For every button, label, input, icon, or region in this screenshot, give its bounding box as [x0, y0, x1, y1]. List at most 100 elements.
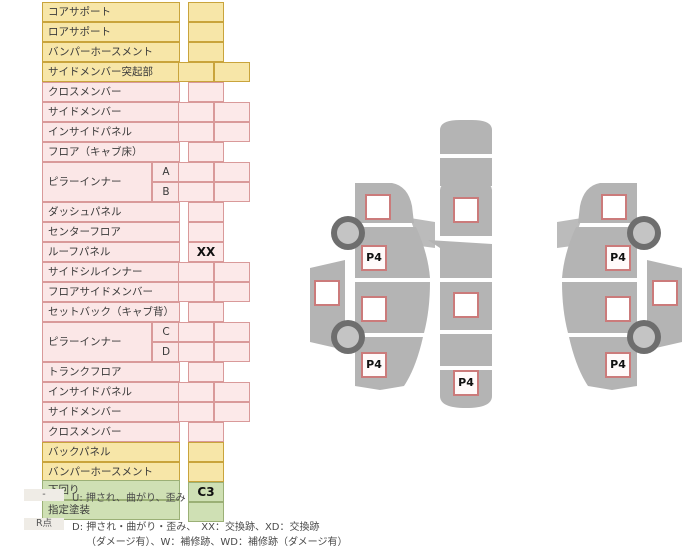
center-trunk-mark[interactable]: P4 — [453, 370, 479, 396]
table-subcell-b: B — [152, 182, 180, 202]
vehicle-diagram: P4 P4 P4 P4 P4 — [300, 118, 692, 418]
damage-table-footer-labels: 下回り 指定塗装 — [42, 480, 252, 526]
damage-cell[interactable] — [188, 42, 224, 62]
center-top-panels — [428, 120, 492, 408]
legend-text: D: 押され・曲がり・歪み、 XX：交換跡、XD：交換跡 — [72, 522, 320, 533]
table-row-label: サイドメンバー — [42, 402, 180, 422]
legend: - U: 押され、曲がり、歪み R点 D: 押され・曲がり・歪み、 XX：交換跡… — [24, 489, 444, 548]
left-mirror-mark[interactable] — [314, 280, 340, 306]
damage-cell-wide[interactable] — [178, 402, 214, 422]
table-row-label: 下回り — [42, 480, 180, 500]
table-row-label: セットバック（キャブ背） — [42, 302, 180, 322]
damage-cell[interactable] — [188, 82, 224, 102]
damage-cell-wide[interactable] — [214, 102, 250, 122]
table-row-label: 指定塗装 — [42, 500, 180, 520]
legend-row: - U: 押され、曲がり、歪み — [24, 489, 444, 504]
right-front-door-mark[interactable]: P4 — [605, 245, 631, 271]
damage-cell[interactable] — [188, 502, 224, 522]
table-row-label: フロアサイドメンバー — [42, 282, 180, 302]
center-middle-mark[interactable] — [453, 292, 479, 318]
table-row-label: ロアサポート — [42, 22, 180, 42]
damage-cell-wide[interactable] — [214, 182, 250, 202]
legend-key-dash: - — [24, 489, 64, 501]
damage-cell[interactable] — [188, 422, 224, 442]
damage-cell[interactable] — [188, 22, 224, 42]
legend-key-rpoint: R点 — [24, 518, 64, 530]
damage-cell-wide[interactable] — [214, 322, 250, 342]
damage-cell-wide[interactable] — [178, 162, 214, 182]
center-cowl-panel — [440, 158, 492, 186]
damage-cell[interactable] — [188, 462, 224, 482]
table-row-label-pillar-inner-cd: ピラーインナー — [42, 322, 152, 362]
damage-cell-wide[interactable] — [178, 342, 214, 362]
damage-cell-wide[interactable] — [178, 182, 214, 202]
vehicle-diagram-svg — [310, 120, 682, 408]
right-hood-mark[interactable] — [601, 194, 627, 220]
left-rear-wheel-hub — [337, 326, 359, 348]
damage-cell-wide[interactable] — [214, 282, 250, 302]
table-row-label: センターフロア — [42, 222, 180, 242]
damage-cell[interactable] — [188, 362, 224, 382]
table-row-label: トランクフロア — [42, 362, 180, 382]
right-connector — [557, 218, 582, 248]
legend-text: （ダメージ有）、W：補修跡、WD：補修跡（ダメージ有） — [86, 537, 348, 548]
table-row-label: バンパーホースメント — [42, 462, 180, 482]
damage-cell[interactable] — [188, 302, 224, 322]
table-row-label: フロア（キャブ床） — [42, 142, 180, 162]
table-row-label: サイドメンバー突起部 — [42, 62, 180, 82]
table-row-label: クロスメンバー — [42, 422, 180, 442]
table-row-label: ルーフパネル — [42, 242, 180, 262]
damage-cell[interactable] — [188, 202, 224, 222]
table-subcell-a: A — [152, 162, 180, 182]
table-row-label: インサイドパネル — [42, 382, 180, 402]
legend-text: U: 押され、曲がり、歪み — [72, 493, 186, 504]
damage-cell-wide[interactable] — [214, 162, 250, 182]
damage-cell-wide[interactable] — [214, 122, 250, 142]
center-roof-mark[interactable] — [453, 197, 479, 223]
left-front-door-mark[interactable]: P4 — [361, 245, 387, 271]
damage-cell-c3[interactable]: C3 — [188, 482, 224, 502]
table-subcell-c: C — [152, 322, 180, 342]
damage-cell-wide[interactable] — [178, 262, 214, 282]
left-front-wheel-hub — [337, 222, 359, 244]
center-rear-floor-panel — [440, 334, 492, 366]
left-hood-mark[interactable] — [365, 194, 391, 220]
damage-cell[interactable] — [188, 142, 224, 162]
left-quarter-mark[interactable]: P4 — [361, 352, 387, 378]
center-front-panel — [440, 120, 492, 154]
damage-cell[interactable] — [188, 2, 224, 22]
damage-cell-wide[interactable] — [214, 62, 250, 82]
damage-cell-wide[interactable] — [214, 342, 250, 362]
damage-table: コアサポート ロアサポート バンパーホースメント サイドメンバー突起部 クロスメ… — [42, 2, 252, 484]
left-rear-door-mark[interactable] — [361, 296, 387, 322]
damage-cell[interactable] — [188, 222, 224, 242]
table-row-label: ダッシュパネル — [42, 202, 180, 222]
damage-cell-wide[interactable] — [214, 382, 250, 402]
table-row-label: バンパーホースメント — [42, 42, 180, 62]
damage-cell-wide[interactable] — [214, 402, 250, 422]
inspection-sheet: コアサポート ロアサポート バンパーホースメント サイドメンバー突起部 クロスメ… — [24, 2, 692, 548]
damage-cell-wide[interactable] — [178, 62, 214, 82]
right-rear-door-mark[interactable] — [605, 296, 631, 322]
damage-cell-wide[interactable] — [178, 102, 214, 122]
table-row-label: コアサポート — [42, 2, 180, 22]
damage-cell-wide[interactable] — [178, 122, 214, 142]
table-row-label: クロスメンバー — [42, 82, 180, 102]
table-subcell-d: D — [152, 342, 180, 362]
table-row-label: サイドメンバー — [42, 102, 180, 122]
right-mirror-mark[interactable] — [652, 280, 678, 306]
right-front-wheel-hub — [633, 222, 655, 244]
legend-row: R点 D: 押され・曲がり・歪み、 XX：交換跡、XD：交換跡 （ダメージ有）、… — [24, 504, 444, 548]
damage-cell-wide[interactable] — [178, 322, 214, 342]
damage-cell[interactable] — [188, 442, 224, 462]
table-row-label: バックパネル — [42, 442, 180, 462]
table-row-label: インサイドパネル — [42, 122, 180, 142]
damage-cell-wide[interactable] — [178, 282, 214, 302]
damage-cell-wide[interactable] — [214, 262, 250, 282]
center-mid-panel — [428, 240, 492, 278]
table-row-label: サイドシルインナー — [42, 262, 180, 282]
damage-cell-xx[interactable]: XX — [188, 242, 224, 262]
right-rear-wheel-hub — [633, 326, 655, 348]
right-quarter-mark[interactable]: P4 — [605, 352, 631, 378]
damage-cell-wide[interactable] — [178, 382, 214, 402]
